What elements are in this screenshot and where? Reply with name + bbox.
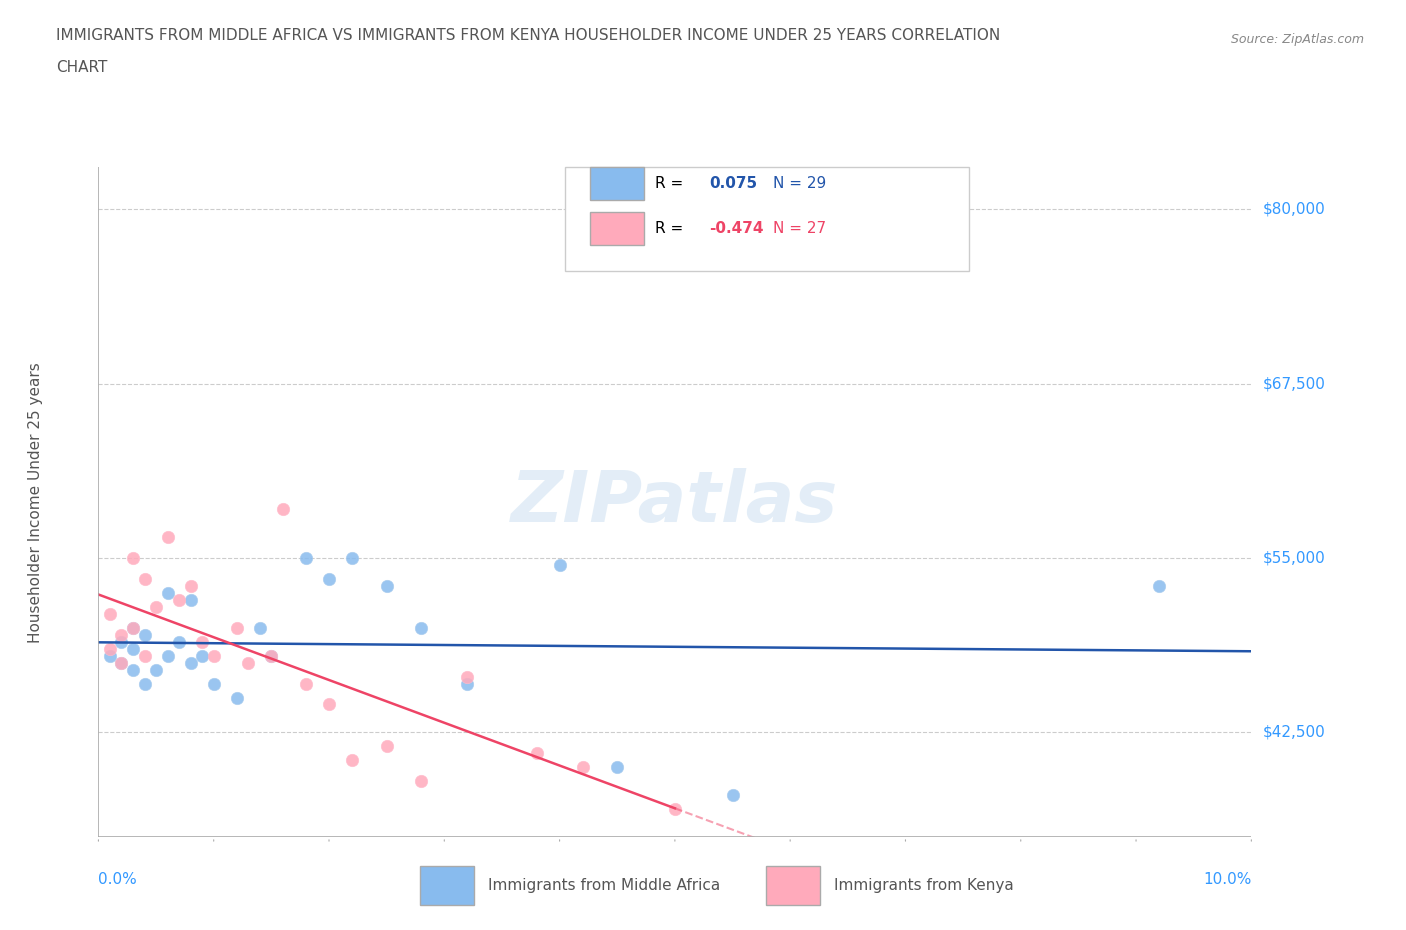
Point xyxy=(295,551,318,565)
Point xyxy=(375,738,398,753)
Point xyxy=(156,530,179,545)
Point xyxy=(110,656,132,671)
Text: 0.0%: 0.0% xyxy=(98,871,138,886)
Point xyxy=(225,620,247,635)
Point xyxy=(180,592,202,607)
Text: Immigrants from Middle Africa: Immigrants from Middle Africa xyxy=(488,878,720,893)
Point xyxy=(1147,578,1170,593)
Point xyxy=(180,578,202,593)
Point xyxy=(456,676,478,691)
Point xyxy=(411,620,433,635)
Point xyxy=(180,656,202,671)
FancyBboxPatch shape xyxy=(589,167,644,200)
Point xyxy=(271,502,294,517)
Text: R =: R = xyxy=(655,176,689,191)
Point xyxy=(167,592,190,607)
Point xyxy=(110,628,132,643)
Text: $42,500: $42,500 xyxy=(1263,724,1326,740)
Point xyxy=(191,648,214,663)
Point xyxy=(110,656,132,671)
Point xyxy=(340,551,363,565)
Point xyxy=(122,620,145,635)
Text: R =: R = xyxy=(655,221,689,236)
Point xyxy=(122,551,145,565)
FancyBboxPatch shape xyxy=(565,167,969,272)
Text: 0.075: 0.075 xyxy=(710,176,758,191)
Text: -0.474: -0.474 xyxy=(710,221,763,236)
Text: IMMIGRANTS FROM MIDDLE AFRICA VS IMMIGRANTS FROM KENYA HOUSEHOLDER INCOME UNDER : IMMIGRANTS FROM MIDDLE AFRICA VS IMMIGRA… xyxy=(56,28,1001,43)
Point xyxy=(134,571,156,587)
Point xyxy=(260,648,283,663)
Point xyxy=(134,628,156,643)
FancyBboxPatch shape xyxy=(589,212,644,246)
Point xyxy=(122,620,145,635)
Point xyxy=(411,774,433,789)
Text: 10.0%: 10.0% xyxy=(1204,871,1251,886)
Text: Immigrants from Kenya: Immigrants from Kenya xyxy=(834,878,1014,893)
Point xyxy=(191,634,214,649)
Point xyxy=(571,760,593,775)
Point xyxy=(156,648,179,663)
Point xyxy=(260,648,283,663)
Point xyxy=(340,753,363,768)
Point xyxy=(98,648,121,663)
Text: $67,500: $67,500 xyxy=(1263,376,1326,392)
Text: Householder Income Under 25 years: Householder Income Under 25 years xyxy=(28,362,42,643)
Point xyxy=(122,642,145,657)
Point xyxy=(98,642,121,657)
Point xyxy=(249,620,271,635)
Point xyxy=(134,648,156,663)
FancyBboxPatch shape xyxy=(420,867,474,905)
Text: Source: ZipAtlas.com: Source: ZipAtlas.com xyxy=(1230,33,1364,46)
Point xyxy=(606,760,628,775)
Point xyxy=(548,558,571,573)
FancyBboxPatch shape xyxy=(766,867,820,905)
Point xyxy=(98,606,121,621)
Text: N = 27: N = 27 xyxy=(773,221,825,236)
Point xyxy=(134,676,156,691)
Text: $80,000: $80,000 xyxy=(1263,202,1326,217)
Point xyxy=(167,634,190,649)
Text: N = 29: N = 29 xyxy=(773,176,827,191)
Point xyxy=(456,670,478,684)
Text: ZIPatlas: ZIPatlas xyxy=(512,468,838,537)
Point xyxy=(156,586,179,601)
Point xyxy=(664,802,686,817)
Point xyxy=(238,656,260,671)
Point xyxy=(110,634,132,649)
Point xyxy=(122,662,145,677)
Point xyxy=(375,578,398,593)
Point xyxy=(225,690,247,705)
Point xyxy=(145,600,167,615)
Point xyxy=(145,662,167,677)
Point xyxy=(526,746,548,761)
Point xyxy=(202,676,225,691)
Text: $55,000: $55,000 xyxy=(1263,551,1326,565)
Point xyxy=(318,571,340,587)
Text: CHART: CHART xyxy=(56,60,108,75)
Point xyxy=(295,676,318,691)
Point xyxy=(202,648,225,663)
Point xyxy=(318,698,340,712)
Point xyxy=(721,788,744,803)
